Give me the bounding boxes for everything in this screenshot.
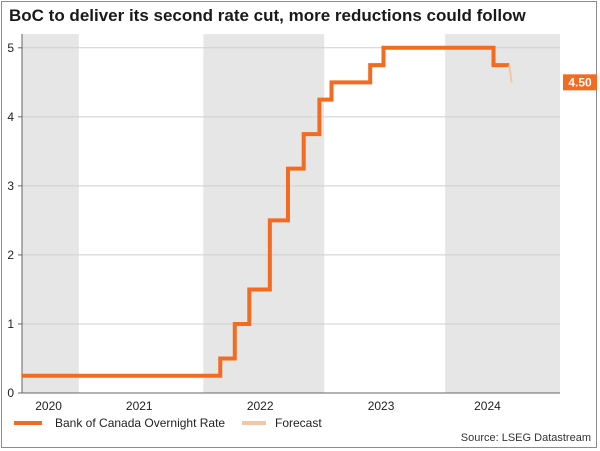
year-shading <box>22 34 560 393</box>
chart-title: BoC to deliver its second rate cut, more… <box>9 6 526 25</box>
y-tick-labels: 0 1 2 3 4 5 <box>7 41 14 400</box>
end-label-box <box>563 74 597 91</box>
y-tick-label: 1 <box>7 317 14 331</box>
shaded-band <box>22 34 79 393</box>
shaded-band <box>445 34 560 393</box>
legend-forecast-label: Forecast <box>275 416 322 430</box>
y-tick-label: 0 <box>7 386 14 400</box>
y-tick-label: 3 <box>7 179 14 193</box>
x-tick-label: 2020 <box>35 399 62 413</box>
legend-main-label: Bank of Canada Overnight Rate <box>55 416 225 430</box>
end-label-text: 4.50 <box>568 75 592 89</box>
x-tick-label: 2024 <box>474 399 501 413</box>
axes <box>21 34 560 394</box>
series-line-overnight-rate <box>22 45 510 378</box>
x-tick-label: 2021 <box>126 399 153 413</box>
y-gridlines <box>18 47 560 394</box>
y-tick-label: 2 <box>7 248 14 262</box>
x-tick-labels: 2020 2021 2022 2023 2024 <box>35 399 501 413</box>
series-line-forecast <box>508 64 513 83</box>
x-tick-label: 2022 <box>247 399 274 413</box>
source-note: Source: LSEG Datastream <box>460 432 591 444</box>
legend: Bank of Canada Overnight Rate Forecast <box>14 416 322 430</box>
shaded-band <box>203 34 325 393</box>
end-value-label: 4.50 <box>563 74 597 91</box>
series-lines <box>22 45 513 378</box>
y-tick-label: 4 <box>7 110 14 124</box>
x-tick-label: 2023 <box>368 399 395 413</box>
y-tick-label: 5 <box>7 41 14 55</box>
